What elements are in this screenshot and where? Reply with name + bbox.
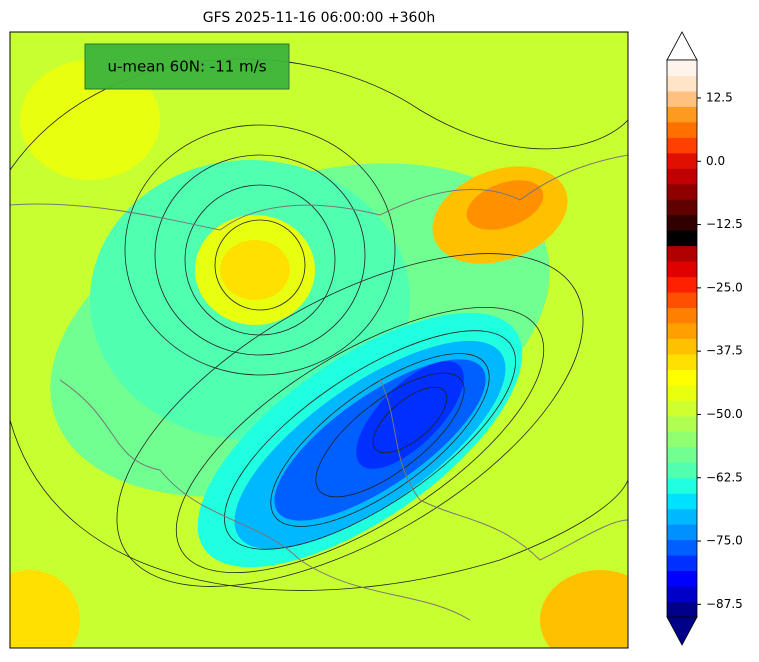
annotation-box: [84, 43, 290, 90]
colorbar-band: [667, 369, 697, 386]
colorbar-band: [667, 245, 697, 262]
colorbar-band: [667, 106, 697, 123]
colorbar-band: [667, 446, 697, 463]
colorbar-band: [667, 338, 697, 355]
colorbar-band: [667, 137, 697, 154]
colorbar-tick-label: −87.5: [706, 597, 743, 611]
colorbar-band: [667, 415, 697, 432]
colorbar-band: [667, 601, 697, 618]
colorbar-tick-label: −62.5: [706, 470, 743, 484]
colorbar-frame: [666, 59, 698, 618]
colorbar-band: [667, 462, 697, 479]
colorbar-band: [667, 586, 697, 603]
colorbar-extend-bottom: [666, 616, 698, 646]
colorbar-band: [667, 121, 697, 138]
colorbar-band: [667, 555, 697, 572]
colorbar-tick-label: 0.0: [706, 154, 725, 168]
colorbar-band: [667, 183, 697, 200]
colorbar-tick-label: −50.0: [706, 407, 743, 421]
map-frame: [9, 31, 629, 649]
colorbar-band: [667, 60, 697, 76]
colorbar-band: [667, 230, 697, 247]
colorbar-band: [667, 214, 697, 231]
colorbar-tick-label: −37.5: [706, 344, 743, 358]
colorbar-band: [667, 353, 697, 370]
colorbar-band: [667, 90, 697, 107]
colorbar-band: [667, 199, 697, 216]
colorbar-tick-label: −75.0: [706, 534, 743, 548]
colorbar-extend-top: [666, 31, 698, 61]
colorbar-tick-label: −12.5: [706, 217, 743, 231]
colorbar-band: [667, 524, 697, 541]
chart-title: GFS 2025-11-16 06:00:00 +360h: [203, 10, 435, 26]
colorbar-band: [667, 508, 697, 525]
colorbar-band: [667, 431, 697, 448]
colorbar-band: [667, 261, 697, 278]
colorbar-band: [667, 75, 697, 92]
colorbar-tick-label: −25.0: [706, 280, 743, 294]
colorbar-tick-label: 12.5: [706, 90, 733, 104]
annotation: u-mean 60N: -11 m/s: [107, 58, 266, 76]
map-field: [10, 32, 628, 648]
colorbar-band: [667, 384, 697, 401]
colorbar-band: [667, 493, 697, 510]
colorbar-band: [667, 168, 697, 185]
colorbar-band: [667, 152, 697, 169]
colorbar-band: [667, 477, 697, 494]
colorbar-band: [667, 400, 697, 417]
colorbar-band: [667, 323, 697, 339]
colorbar-band: [667, 292, 697, 309]
colorbar-band: [667, 570, 697, 587]
colorbar-band: [667, 307, 697, 324]
colorbar-band: [667, 539, 697, 556]
colorbar-band: [667, 276, 697, 293]
